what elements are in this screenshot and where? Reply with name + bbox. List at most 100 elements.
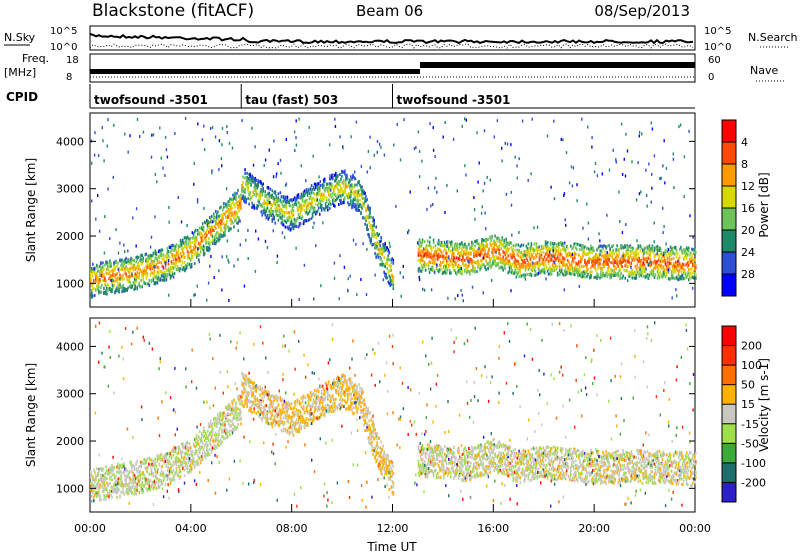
data-point (381, 263, 383, 267)
data-point (221, 229, 223, 233)
noise-point (135, 207, 138, 211)
data-point (145, 487, 148, 490)
data-point (557, 245, 560, 249)
data-point (432, 258, 435, 262)
data-point (177, 256, 180, 260)
data-point (334, 179, 336, 183)
data-point (141, 491, 143, 495)
noise-point (651, 127, 654, 131)
data-point (134, 284, 136, 288)
data-point (532, 251, 535, 255)
noise-point (407, 231, 409, 235)
data-point (184, 245, 187, 248)
data-point (563, 257, 566, 261)
data-point (631, 246, 634, 250)
data-point (563, 264, 566, 268)
noise-point (421, 159, 423, 163)
data-point (614, 265, 616, 269)
data-point (120, 264, 122, 268)
data-point (567, 254, 570, 258)
data-point (206, 229, 208, 233)
data-point (557, 248, 560, 252)
data-point (508, 260, 511, 264)
data-point (266, 202, 269, 206)
noise-point (193, 293, 195, 297)
noise-point (208, 246, 210, 250)
data-point (651, 273, 654, 277)
data-point (505, 237, 507, 241)
data-point (581, 275, 583, 279)
noise-point (650, 121, 652, 125)
data-point (588, 259, 590, 263)
data-point (569, 268, 571, 272)
data-point (620, 260, 622, 264)
data-point (353, 205, 355, 209)
data-point (392, 283, 395, 287)
data-point (509, 241, 512, 245)
noise-point (446, 244, 448, 248)
data-point (290, 211, 293, 215)
data-point (231, 220, 233, 224)
data-point (240, 206, 242, 210)
data-point (548, 268, 551, 272)
data-point (181, 247, 184, 251)
data-point (496, 236, 498, 240)
noise-point (164, 261, 166, 265)
data-point (346, 173, 348, 177)
data-point (254, 179, 256, 183)
data-point (575, 246, 577, 250)
noise-point (312, 214, 314, 218)
data-point (119, 285, 121, 289)
data-point (388, 251, 391, 255)
data-point (437, 256, 440, 260)
data-point (171, 248, 174, 252)
data-point (97, 275, 99, 279)
noise-point (254, 145, 256, 149)
noise-point (161, 274, 163, 278)
noise-point (623, 157, 625, 161)
noise-point (367, 149, 370, 153)
data-point (438, 248, 441, 252)
data-point (156, 277, 159, 281)
data-point (142, 472, 144, 476)
noise-point (516, 176, 518, 180)
noise-point (645, 267, 647, 271)
data-point (178, 259, 181, 263)
data-point (335, 184, 337, 188)
data-point (347, 194, 349, 198)
data-point (474, 260, 476, 264)
data-point (322, 184, 325, 188)
data-point (434, 244, 437, 248)
data-point (99, 269, 101, 273)
data-point (598, 245, 600, 249)
data-point (671, 274, 674, 277)
noise-point (653, 221, 655, 225)
data-point (157, 272, 160, 276)
data-point (110, 485, 112, 489)
data-point (545, 257, 548, 261)
data-point (110, 264, 112, 268)
data-point (281, 203, 284, 207)
data-point (669, 277, 672, 280)
data-point (99, 486, 101, 489)
data-point (229, 214, 231, 218)
data-point (115, 479, 117, 483)
data-point (513, 265, 516, 269)
data-point (513, 252, 516, 256)
data-point (325, 198, 328, 202)
data-point (131, 464, 133, 468)
data-point (493, 256, 495, 260)
data-point (242, 197, 244, 200)
data-point (308, 201, 311, 205)
data-point (524, 273, 527, 277)
data-point (554, 251, 557, 254)
data-point (118, 488, 120, 492)
data-point (426, 239, 429, 243)
noise-point (298, 298, 300, 301)
data-point (507, 259, 509, 263)
data-point (615, 255, 617, 259)
data-point (143, 461, 145, 465)
data-point (648, 250, 651, 254)
noise-point (514, 155, 516, 159)
data-point (629, 245, 632, 249)
